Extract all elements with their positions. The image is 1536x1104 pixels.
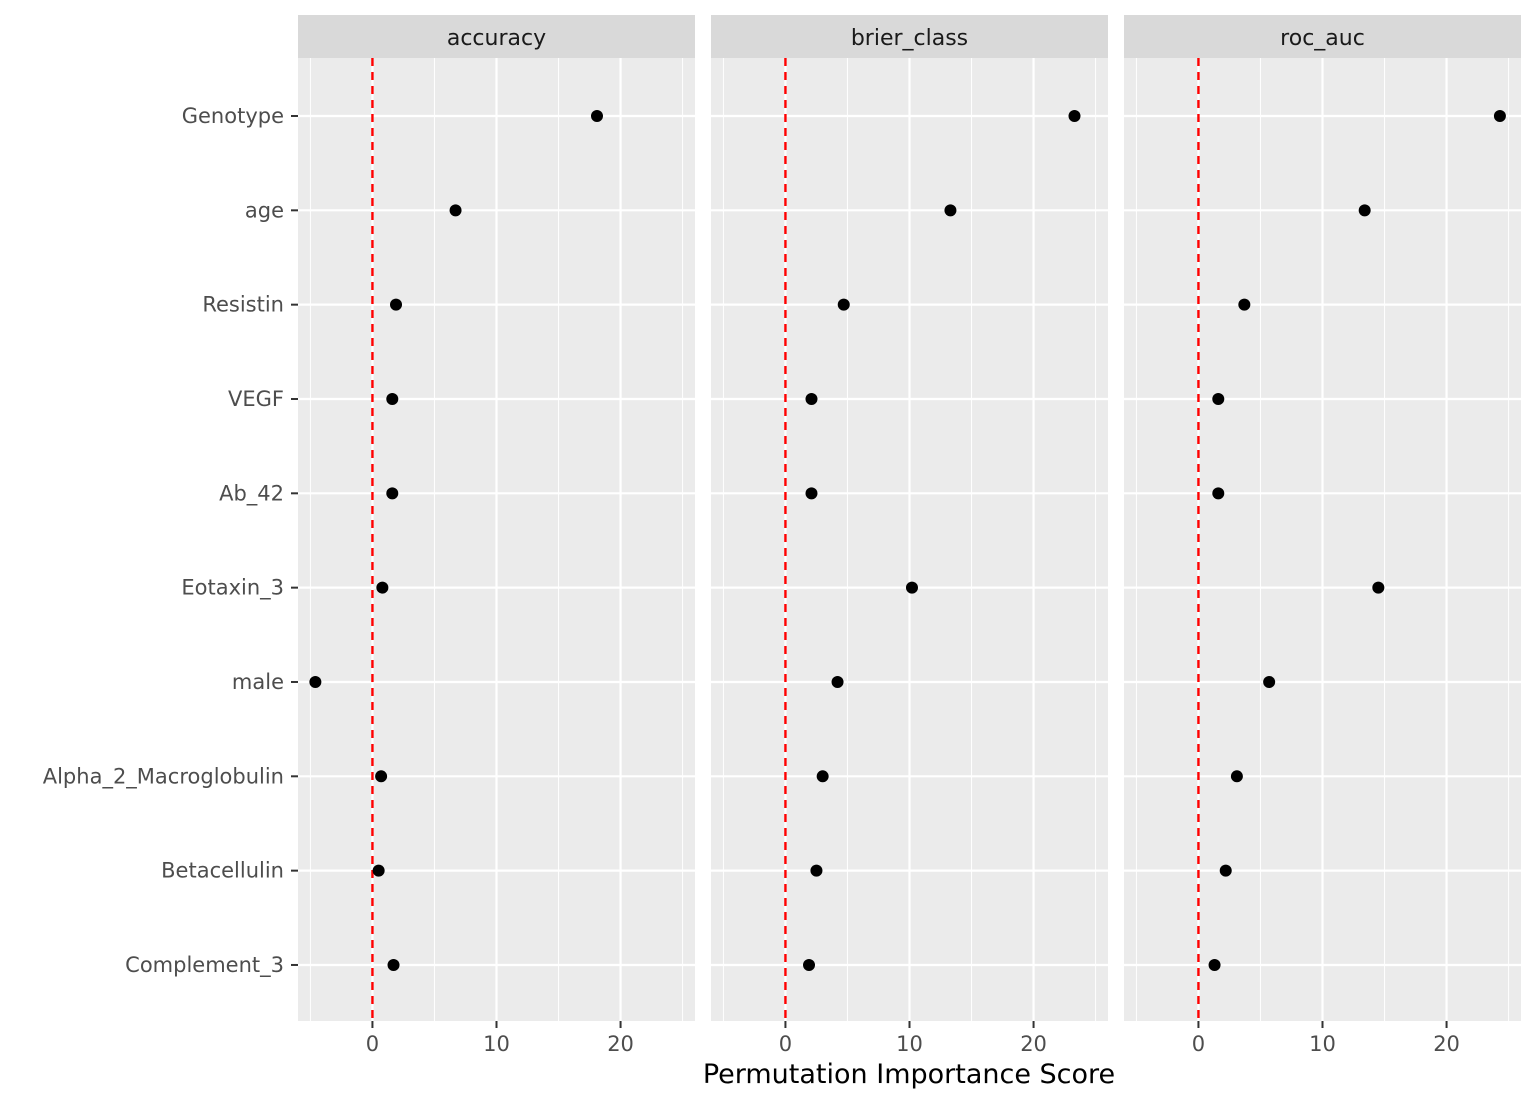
- point-roc_auc-Betacellulin: [1219, 864, 1232, 877]
- y-tick-label: VEGF: [228, 387, 284, 411]
- point-accuracy-VEGF: [386, 392, 399, 405]
- facet-strip-label: brier_class: [851, 26, 968, 51]
- facet-strip: [298, 15, 695, 58]
- point-roc_auc-Alpha_2_Macroglobulin: [1230, 770, 1243, 783]
- y-tick-label: male: [232, 670, 284, 694]
- point-accuracy-male: [309, 675, 322, 688]
- point-accuracy-Eotaxin_3: [376, 581, 389, 594]
- y-tick-label: Alpha_2_Macroglobulin: [43, 764, 284, 789]
- point-roc_auc-Eotaxin_3: [1372, 581, 1385, 594]
- point-roc_auc-age: [1358, 204, 1371, 217]
- point-brier_class-VEGF: [805, 392, 818, 405]
- y-tick-label: Resistin: [202, 293, 284, 317]
- x-tick-label: 20: [1433, 1032, 1460, 1056]
- y-tick-label: Ab_42: [219, 481, 284, 506]
- point-roc_auc-Resistin: [1238, 298, 1251, 311]
- point-brier_class-Betacellulin: [810, 864, 823, 877]
- point-accuracy-Complement_3: [387, 958, 400, 971]
- facet-strip-label: accuracy: [447, 26, 546, 51]
- point-brier_class-Resistin: [837, 298, 850, 311]
- x-tick-label: 20: [607, 1032, 634, 1056]
- point-accuracy-Alpha_2_Macroglobulin: [375, 770, 388, 783]
- point-brier_class-age: [944, 204, 957, 217]
- x-tick-label: 10: [483, 1032, 510, 1056]
- y-tick-label: Complement_3: [125, 953, 284, 978]
- y-tick-label: Betacellulin: [161, 859, 284, 883]
- point-accuracy-Betacellulin: [372, 864, 385, 877]
- x-tick-label: 10: [1309, 1032, 1336, 1056]
- x-tick-label: 0: [779, 1032, 792, 1056]
- facet-strip: [1124, 15, 1521, 58]
- point-accuracy-Resistin: [390, 298, 403, 311]
- point-roc_auc-Genotype: [1493, 110, 1506, 122]
- point-brier_class-Alpha_2_Macroglobulin: [816, 770, 829, 783]
- facet-strip: [711, 15, 1108, 58]
- point-roc_auc-male: [1263, 675, 1276, 688]
- x-axis-title: Permutation Importance Score: [703, 1059, 1115, 1090]
- facet-strip-label: roc_auc: [1280, 26, 1365, 51]
- y-tick-label: Genotype: [182, 104, 284, 128]
- point-accuracy-Ab_42: [386, 487, 399, 500]
- point-brier_class-male: [831, 675, 844, 688]
- point-roc_auc-Complement_3: [1208, 958, 1221, 971]
- point-roc_auc-Ab_42: [1212, 487, 1225, 500]
- y-tick-label: Eotaxin_3: [181, 576, 284, 601]
- point-brier_class-Eotaxin_3: [905, 581, 918, 594]
- y-tick-label: age: [245, 198, 284, 222]
- point-accuracy-Genotype: [590, 110, 603, 122]
- point-brier_class-Genotype: [1068, 110, 1081, 122]
- point-brier_class-Ab_42: [805, 487, 818, 500]
- point-accuracy-age: [449, 204, 462, 217]
- x-tick-label: 20: [1020, 1032, 1047, 1056]
- point-brier_class-Complement_3: [803, 958, 816, 971]
- point-roc_auc-VEGF: [1212, 392, 1225, 405]
- x-tick-label: 0: [366, 1032, 379, 1056]
- x-tick-label: 10: [896, 1032, 923, 1056]
- x-tick-label: 0: [1192, 1032, 1205, 1056]
